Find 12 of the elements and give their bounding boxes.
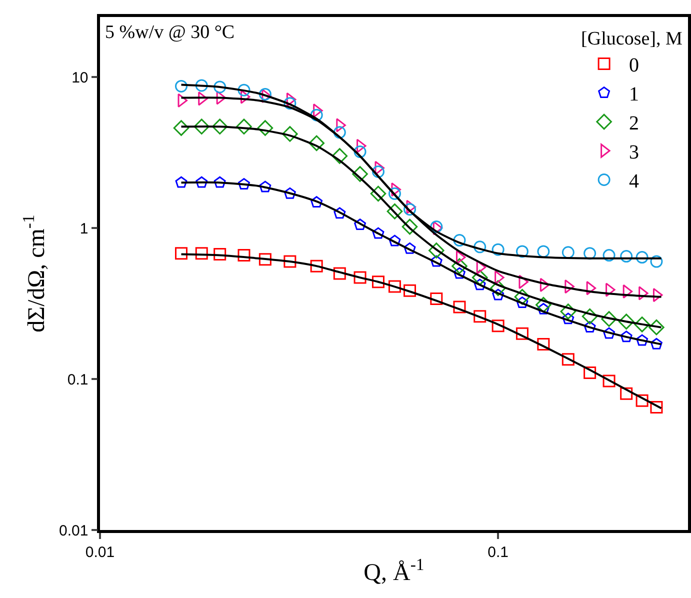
y-tick-label: 0.1: [67, 371, 88, 388]
y-tick-label: 10: [72, 69, 88, 86]
x-axis-title: Q, Å$^{-1}$: [364, 554, 424, 586]
legend-label: 2: [629, 112, 640, 135]
legend-label: 1: [629, 84, 640, 106]
y-tick-label: 0.01: [59, 522, 88, 540]
legend-label: 0: [629, 54, 640, 77]
legend-label: 3: [629, 142, 640, 164]
y-tick-label: 1: [80, 220, 88, 238]
annotation: 5 %w/v @ 30 °C: [105, 22, 235, 43]
legend-label: 4: [629, 170, 640, 193]
legend-title: [Glucose], M: [581, 28, 682, 50]
